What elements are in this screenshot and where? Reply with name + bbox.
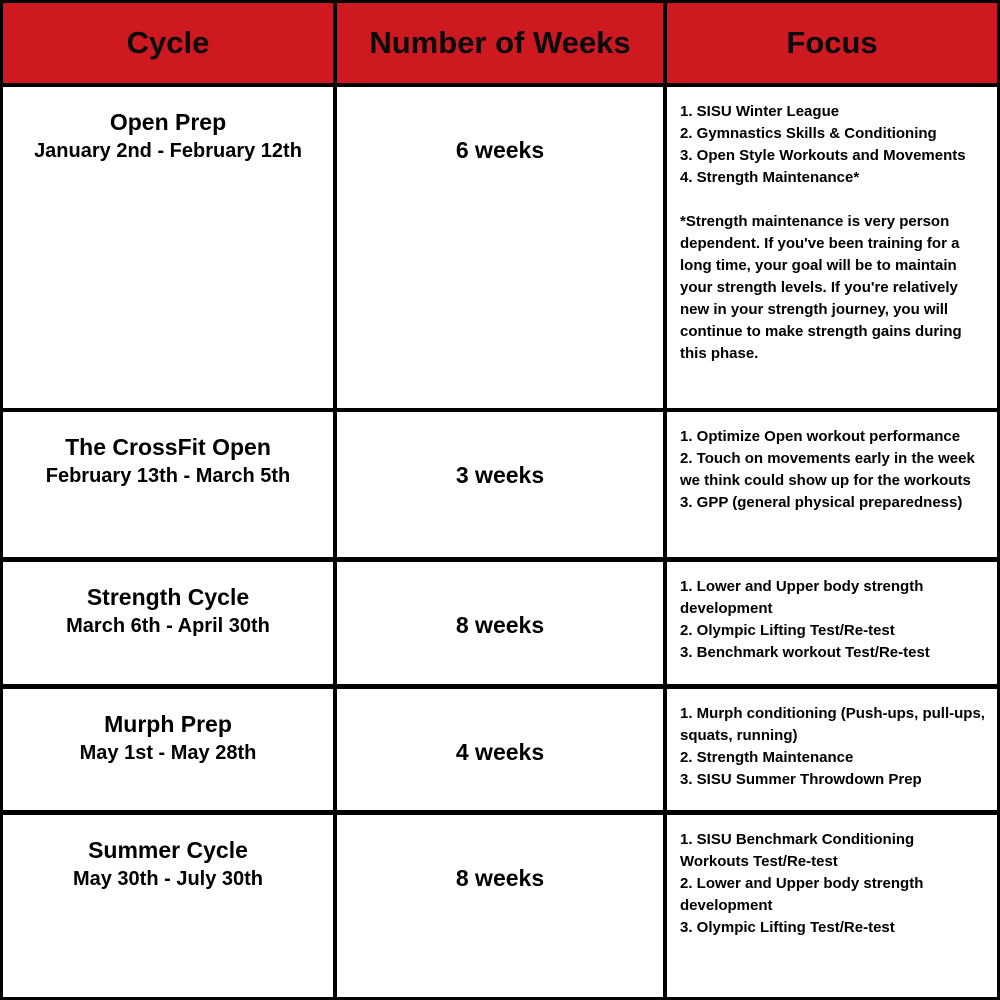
- weeks-cell: 8 weeks: [337, 562, 663, 684]
- weeks-cell: 4 weeks: [337, 689, 663, 810]
- focus-item: 1. Optimize Open workout performance: [680, 428, 961, 445]
- cycle-dates: January 2nd - February 12th: [34, 140, 302, 162]
- cycle-name: Open Prep: [109, 109, 227, 135]
- focus-cell: 1. SISU Winter League 2. Gymnastics Skill…: [667, 87, 997, 408]
- focus-cell: 1. Lower and Upper body strength develop…: [667, 562, 997, 684]
- focus-note: *Strength maintenance is very person dep…: [680, 213, 962, 362]
- focus-item: 3. Open Style Workouts and Movements: [680, 147, 966, 164]
- cycle-cell: Murph Prep May 1st - May 28th: [3, 689, 333, 810]
- focus-item: 3. SISU Summer Throwdown Prep: [680, 771, 922, 788]
- weeks-cell: 6 weeks: [337, 87, 663, 408]
- focus-item: 4. Strength Maintenance*: [680, 169, 860, 186]
- focus-item: 1. Lower and Upper body strength develop…: [680, 578, 924, 617]
- cycle-cell: The CrossFit Open February 13th - March 5…: [3, 412, 333, 557]
- focus-item: 2. Strength Maintenance: [680, 749, 854, 766]
- header-cycle: Cycle: [3, 3, 333, 83]
- focus-item: 3. GPP (general physical preparedness): [680, 494, 963, 511]
- focus-item: 1. SISU Winter League: [680, 103, 840, 120]
- focus-cell: 1. Murph conditioning (Push-ups, pull-up…: [667, 689, 997, 810]
- focus-item: 3. Olympic Lifting Test/Re-test: [680, 919, 895, 936]
- weeks-cell: 3 weeks: [337, 412, 663, 557]
- focus-item: 1. Murph conditioning (Push-ups, pull-up…: [680, 705, 985, 744]
- focus-item: 2. Lower and Upper body strength develop…: [680, 875, 924, 914]
- cycle-cell: Open Prep January 2nd - February 12th: [3, 87, 333, 408]
- cycle-name: Murph Prep: [104, 711, 232, 737]
- focus-item: 2. Olympic Lifting Test/Re-test: [680, 622, 895, 639]
- focus-item: 2. Touch on movements early in the week …: [680, 450, 975, 489]
- header-focus: Focus: [667, 3, 997, 83]
- cycle-name: The CrossFit Open: [65, 434, 271, 460]
- cycle-cell: Summer Cycle May 30th - July 30th: [3, 815, 333, 997]
- cycle-cell: Strength Cycle March 6th - April 30th: [3, 562, 333, 684]
- focus-item: 3. Benchmark workout Test/Re-test: [680, 644, 930, 661]
- cycle-name: Summer Cycle: [88, 837, 248, 863]
- cycle-dates: May 30th - July 30th: [72, 868, 264, 890]
- cycle-dates: March 6th - April 30th: [66, 615, 270, 637]
- header-number-of-weeks: Number of Weeks: [337, 3, 663, 83]
- cycle-name: Strength Cycle: [86, 584, 250, 610]
- focus-item: 1. SISU Benchmark Conditioning Workouts …: [680, 831, 915, 870]
- weeks-cell: 8 weeks: [337, 815, 663, 997]
- focus-cell: 1. Optimize Open workout performance 2. T…: [667, 412, 997, 557]
- cycle-dates: February 13th - March 5th: [45, 465, 291, 487]
- focus-cell: 1. SISU Benchmark Conditioning Workouts …: [667, 815, 997, 997]
- focus-item: 2. Gymnastics Skills & Conditioning: [680, 125, 937, 142]
- cycle-dates: May 1st - May 28th: [79, 742, 257, 764]
